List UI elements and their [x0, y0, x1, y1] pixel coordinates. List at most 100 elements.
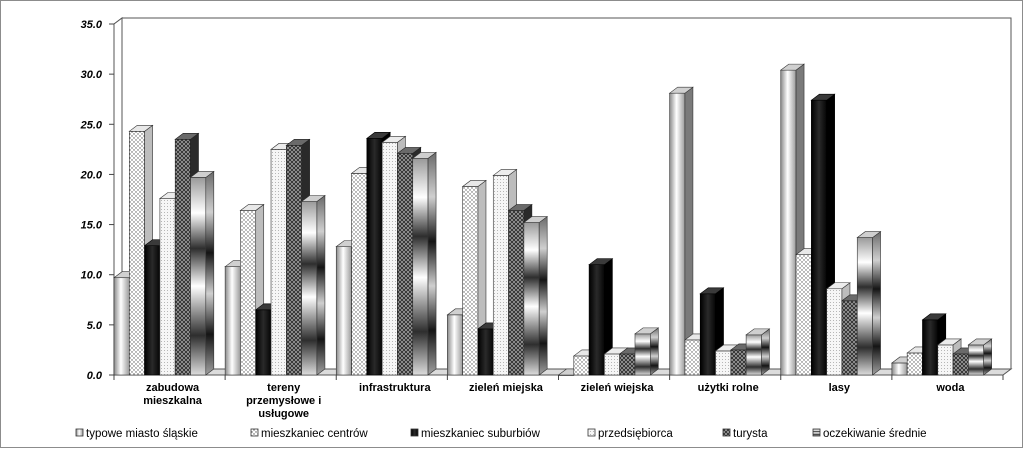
bar-front [573, 355, 590, 376]
bar-front [826, 288, 843, 376]
bar-top [461, 180, 487, 187]
bar-front [634, 333, 651, 376]
bar-front [669, 92, 686, 376]
bar-front [240, 210, 257, 376]
category-labels: zabudowa mieszkalna tereny przemysłowe i usł… [143, 382, 965, 420]
bar-front [795, 254, 812, 376]
bar-top [967, 338, 993, 346]
category-label-line: przemysłowe i [246, 395, 321, 407]
bar [856, 231, 882, 376]
category-label-line: zabudowa [146, 382, 200, 394]
legend-swatch [722, 428, 731, 437]
bar-front [129, 131, 145, 376]
bar-front [381, 142, 398, 376]
bar-front [619, 353, 636, 376]
bar-front [113, 277, 130, 376]
bar-front [811, 99, 827, 376]
bar-top [300, 195, 326, 202]
category-label: infrastruktura [359, 382, 431, 394]
category-label-line: tereny [267, 382, 301, 394]
category-label-line: infrastruktura [359, 382, 431, 394]
bar-top [921, 313, 947, 321]
bar-top [396, 147, 422, 154]
bar-front [190, 177, 207, 376]
bar [668, 86, 694, 376]
category-label-line: zieleń wiejska [581, 382, 655, 394]
bar-front [224, 266, 241, 376]
bar [745, 328, 771, 376]
bar-top [825, 282, 851, 290]
legend-label: przedsiębiorca [598, 428, 673, 440]
bar-side [205, 170, 215, 376]
bar-front [780, 69, 797, 376]
bar-top [588, 258, 614, 265]
bar-front [159, 198, 176, 376]
bar-top [189, 171, 215, 178]
legend-label: mieszkaniec centrów [261, 428, 368, 440]
bar-front [715, 350, 732, 376]
bar-side [649, 327, 659, 376]
bar-front [286, 145, 302, 376]
bar-front [492, 175, 509, 376]
legend-item: turysta [722, 428, 768, 440]
bar [634, 327, 660, 376]
bars [113, 63, 993, 376]
bar-side [538, 215, 548, 376]
bar-top [411, 152, 437, 159]
bar-front [397, 153, 414, 376]
category-label: użytki rolne [698, 382, 759, 394]
bar-top [239, 204, 265, 211]
category-label-line: mieszkalna [143, 395, 203, 407]
bar-front [477, 328, 494, 376]
bar-front [604, 353, 621, 376]
y-tick-label: 30.0 [81, 69, 103, 81]
legend-item: mieszkaniec suburbiów [410, 428, 541, 440]
category-label: zieleń miejska [469, 382, 544, 394]
legend-label: mieszkaniec suburbiów [421, 428, 541, 440]
bar-front [906, 352, 923, 376]
bar-front [508, 210, 525, 376]
legend-swatch [75, 428, 84, 437]
bar-top [507, 204, 533, 211]
bar-front [301, 201, 318, 376]
bar [189, 170, 215, 376]
bar-front [447, 314, 463, 376]
bar [967, 338, 993, 376]
bar-front [699, 293, 716, 376]
bar-front [174, 139, 191, 376]
bar-front [856, 237, 873, 376]
bar-side [684, 86, 694, 376]
y-tick-label: 35.0 [81, 19, 103, 31]
bar-front [745, 334, 762, 376]
bar-top [634, 327, 660, 335]
category-label: woda [935, 382, 965, 394]
bar-front [412, 158, 429, 376]
y-tick-label: 10.0 [81, 270, 103, 282]
category-label: zabudowa mieszkalna [143, 382, 203, 407]
category-label: zieleń wiejska [581, 382, 655, 394]
bar-front [351, 173, 368, 376]
bar-side [427, 151, 437, 376]
y-tick-label: 20.0 [80, 169, 103, 181]
category-label-line: lasy [829, 382, 851, 394]
bar-front [366, 138, 383, 376]
bar-front [144, 245, 161, 376]
bar-top [745, 328, 771, 336]
bar-front [968, 344, 984, 376]
bar-top [779, 63, 805, 71]
bar-front [588, 264, 605, 376]
y-tick-label: 15.0 [81, 220, 103, 232]
bar-top [856, 231, 882, 238]
category-label-line: użytki rolne [698, 382, 759, 394]
bar-top [810, 93, 836, 101]
bar-side [872, 231, 881, 376]
y-tick-label: 25.0 [80, 119, 103, 131]
legend-swatch [410, 428, 419, 437]
bar-top [522, 216, 549, 223]
bar-top [699, 287, 725, 295]
legend-swatch [250, 428, 259, 437]
legend-item: oczekiwanie średnie [812, 428, 927, 440]
category-label-line: usługowe [258, 408, 309, 420]
